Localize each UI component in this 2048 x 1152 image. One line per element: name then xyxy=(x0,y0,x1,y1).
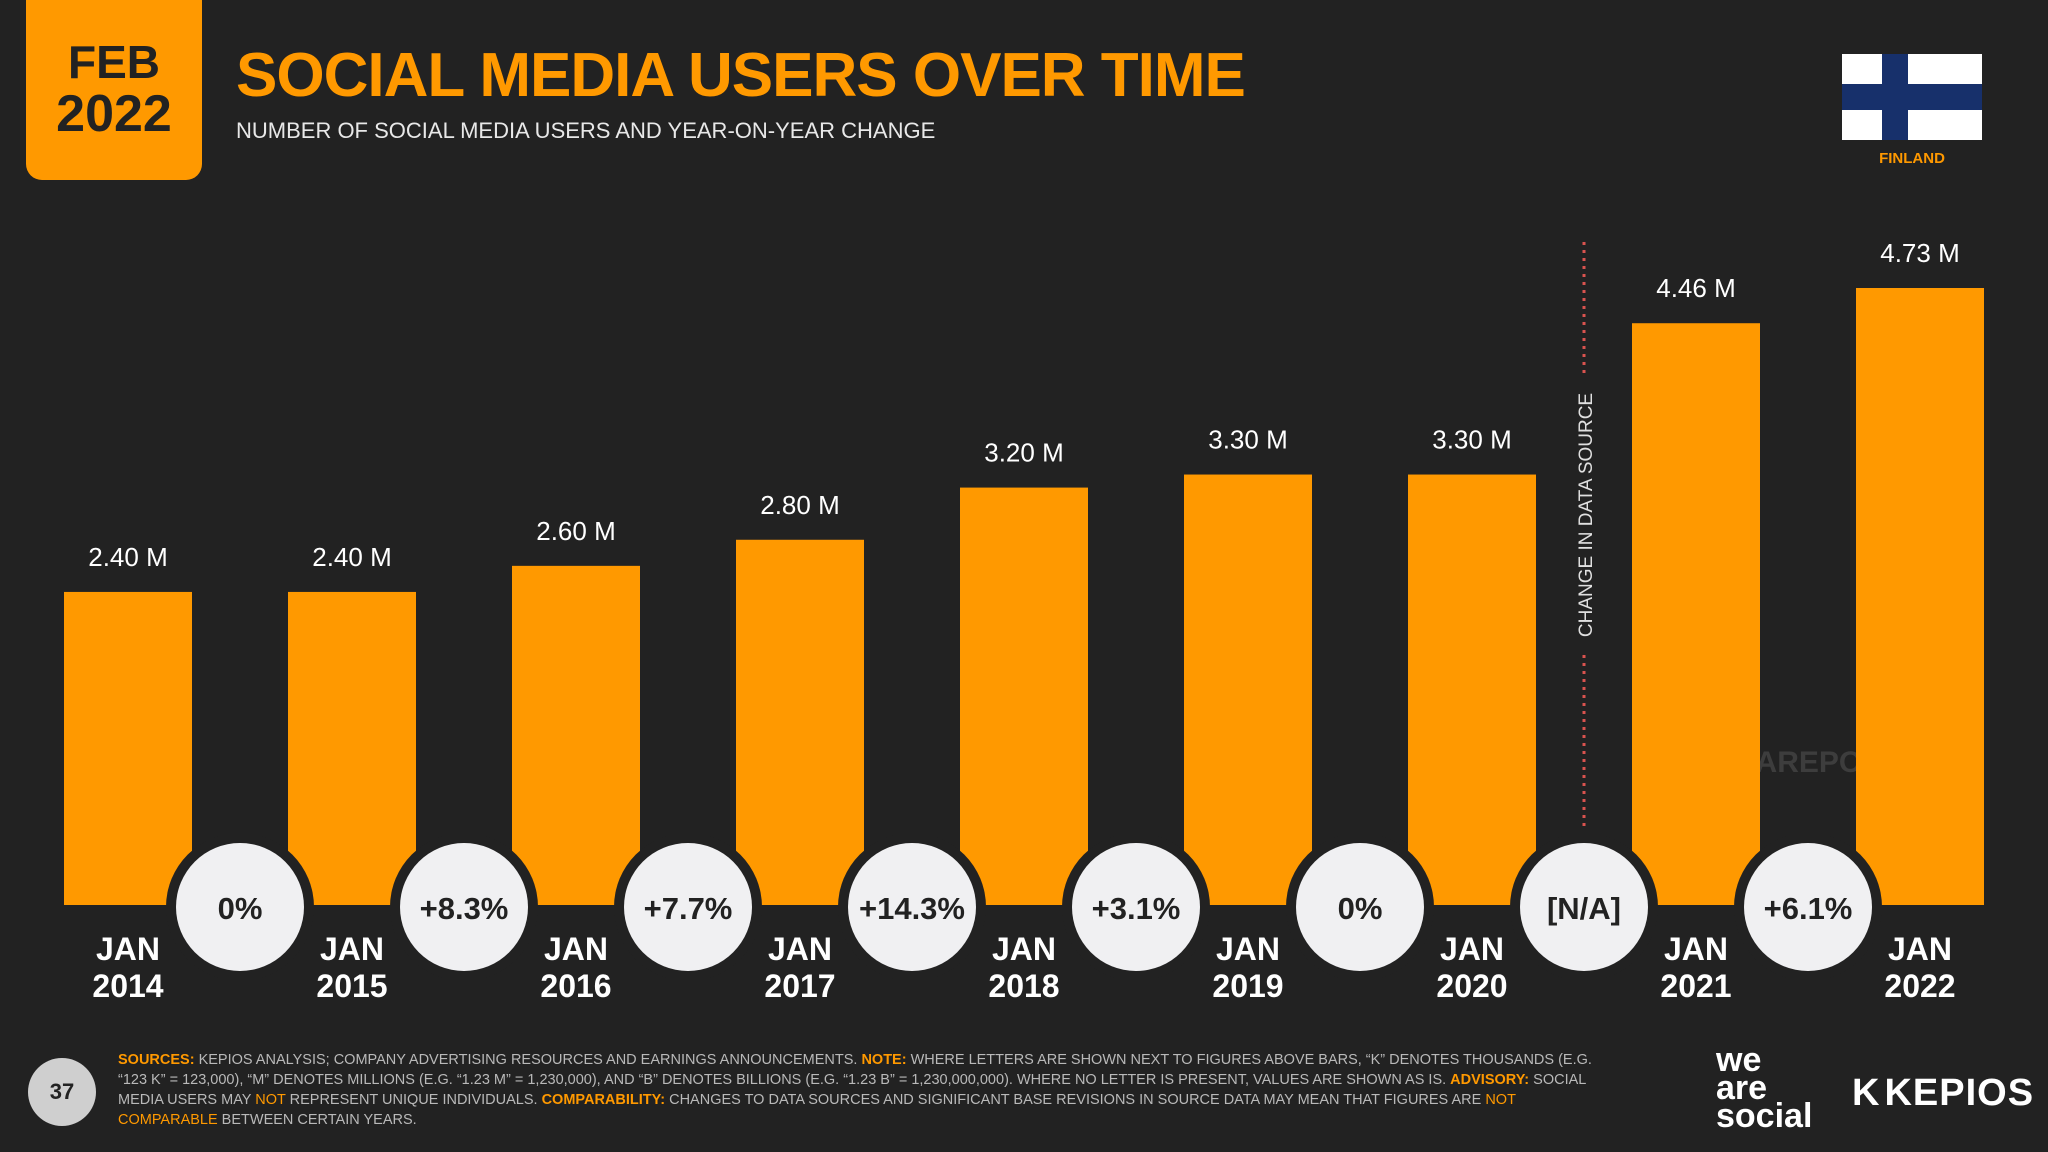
advisory-label: ADVISORY: xyxy=(1450,1072,1530,1088)
footer-notes: SOURCES: KEPIOS ANALYSIS; COMPANY ADVERT… xyxy=(118,1050,1598,1130)
page-title: SOCIAL MEDIA USERS OVER TIME xyxy=(236,41,1246,110)
bar-2018 xyxy=(960,487,1088,905)
page-number: 37 xyxy=(28,1058,96,1126)
kepios-k-mark: K xyxy=(1852,1072,1881,1114)
x-label-year-2019: 2019 xyxy=(1212,968,1283,1004)
x-label-month-2014: JAN xyxy=(96,931,160,967)
x-label-year-2017: 2017 xyxy=(764,968,835,1004)
yoy-change-label-2: +8.3% xyxy=(420,891,509,926)
source-change-annotation: CHANGE IN DATA SOURCE xyxy=(1576,393,1597,637)
x-label-year-2018: 2018 xyxy=(988,968,1059,1004)
report-year: 2022 xyxy=(56,85,172,143)
x-label-year-2014: 2014 xyxy=(92,968,163,1004)
comparability-end: BETWEEN CERTAIN YEARS. xyxy=(217,1112,417,1128)
yoy-change-label-5: +3.1% xyxy=(1092,891,1181,926)
yoy-change-label-3: +7.7% xyxy=(644,891,733,926)
bar-2019 xyxy=(1184,474,1312,905)
bar-2014 xyxy=(64,591,192,905)
yoy-circle-2 xyxy=(400,843,528,971)
value-label-2015: 2.40 M xyxy=(312,542,392,572)
advisory-text-2: REPRESENT UNIQUE INDIVIDUALS. xyxy=(285,1092,542,1108)
kepios-logo: K KEPIOS xyxy=(1852,1072,2034,1115)
yoy-change-label-8: +6.1% xyxy=(1764,891,1853,926)
page-subtitle: NUMBER OF SOCIAL MEDIA USERS AND YEAR-ON… xyxy=(236,118,936,143)
x-label-month-2019: JAN xyxy=(1216,931,1280,967)
brand-line-3: social xyxy=(1716,1097,1813,1135)
bar-2022 xyxy=(1856,288,1984,905)
comparability-not: NOT COMPARABLE xyxy=(118,1092,1516,1128)
we-are-social-logo: we are social xyxy=(1716,1041,1836,1135)
report-month: FEB xyxy=(68,36,160,88)
kepios-wordmark: KEPIOS xyxy=(1884,1072,2035,1114)
x-label-year-2020: 2020 xyxy=(1436,968,1507,1004)
bar-2020 xyxy=(1408,474,1536,905)
value-label-2017: 2.80 M xyxy=(760,490,840,520)
x-label-month-2021: JAN xyxy=(1664,931,1728,967)
yoy-circle-7 xyxy=(1520,843,1648,971)
value-label-2018: 3.20 M xyxy=(984,438,1064,468)
value-label-2016: 2.60 M xyxy=(536,516,616,546)
bar-2015 xyxy=(288,591,416,905)
advisory-text-1: SOCIAL MEDIA USERS MAY xyxy=(118,1072,1586,1108)
yoy-change-label-4: +14.3% xyxy=(859,891,965,926)
bar-2021 xyxy=(1632,323,1760,906)
value-label-2020: 3.30 M xyxy=(1432,425,1512,455)
brand-line-1: we xyxy=(1716,1041,1762,1079)
x-label-month-2016: JAN xyxy=(544,931,608,967)
bar-2016 xyxy=(512,565,640,905)
finland-flag-icon xyxy=(1842,54,1982,140)
yoy-change-label-6: 0% xyxy=(1338,891,1383,926)
x-label-month-2017: JAN xyxy=(768,931,832,967)
x-label-year-2021: 2021 xyxy=(1660,968,1731,1004)
yoy-circle-5 xyxy=(1072,843,1200,971)
yoy-circle-1 xyxy=(176,843,304,971)
yoy-circle-3 xyxy=(624,843,752,971)
brand-line-2: are xyxy=(1716,1069,1768,1107)
yoy-change-label-1: 0% xyxy=(218,891,263,926)
note-text: WHERE LETTERS ARE SHOWN NEXT TO FIGURES … xyxy=(118,1052,1592,1088)
country-label: FINLAND xyxy=(1879,150,1945,167)
advisory-not: NOT xyxy=(255,1092,286,1108)
value-label-2021: 4.46 M xyxy=(1656,273,1736,303)
x-label-year-2015: 2015 xyxy=(316,968,387,1004)
sources-text: KEPIOS ANALYSIS; COMPANY ADVERTISING RES… xyxy=(194,1052,862,1068)
bar-2017 xyxy=(736,539,864,905)
sources-label: SOURCES: xyxy=(118,1052,195,1068)
x-label-year-2022: 2022 xyxy=(1884,968,1955,1004)
yoy-circle-6 xyxy=(1296,843,1424,971)
x-label-year-2016: 2016 xyxy=(540,968,611,1004)
value-label-2022: 4.73 M xyxy=(1880,238,1960,268)
x-label-month-2018: JAN xyxy=(992,931,1056,967)
value-label-2014: 2.40 M xyxy=(88,542,168,572)
x-label-month-2022: JAN xyxy=(1888,931,1952,967)
yoy-circle-8 xyxy=(1744,843,1872,971)
x-label-month-2020: JAN xyxy=(1440,931,1504,967)
comparability-label: COMPARABILITY: xyxy=(541,1092,666,1108)
x-label-month-2015: JAN xyxy=(320,931,384,967)
value-label-2019: 3.30 M xyxy=(1208,425,1288,455)
yoy-circle-4 xyxy=(848,843,976,971)
comparability-text: CHANGES TO DATA SOURCES AND SIGNIFICANT … xyxy=(665,1092,1486,1108)
note-label: NOTE: xyxy=(861,1052,907,1068)
report-date-tab: FEB 2022 xyxy=(26,0,202,180)
yoy-change-label-7: [N/A] xyxy=(1547,891,1621,926)
